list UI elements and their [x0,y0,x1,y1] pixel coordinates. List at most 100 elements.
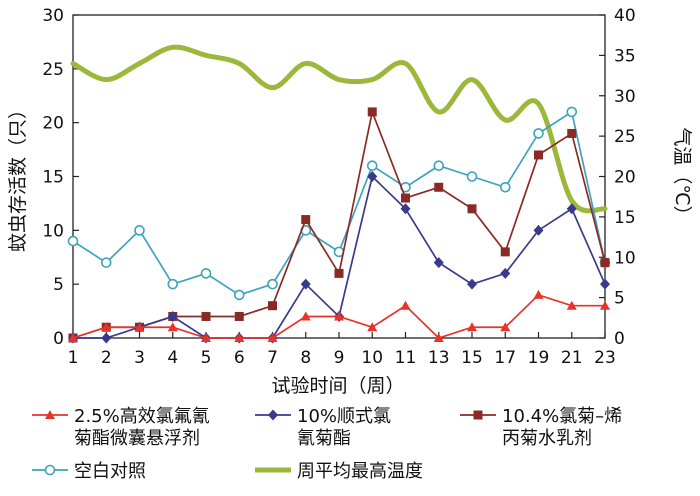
series-line [70,44,608,214]
y-right-tick-label: 40 [614,6,636,26]
legend-label: 10.4%氯菊–烯 [502,406,622,427]
data-point [201,311,211,321]
legend-label: 菊酯微囊悬浮剂 [74,428,200,449]
data-point [334,311,344,321]
legend-label: 空白对照 [74,461,146,482]
data-point [433,257,444,269]
y-right-tick-label: 30 [614,87,636,107]
data-point [600,278,610,290]
legend-label: 丙菊水乳剂 [502,428,592,449]
data-point [134,322,145,332]
data-point [433,160,445,172]
y-right-tick-label: 35 [614,46,636,66]
data-point [533,289,544,299]
legend-swatch-marker [473,410,483,420]
data-point [268,301,277,311]
data-point [433,333,444,342]
y-right-tick-label: 25 [614,127,636,147]
series-0 [68,289,610,342]
y-left-tick-label: 10 [42,221,64,241]
x-tick-label: 13 [428,348,450,368]
plot-frame [72,14,606,339]
data-point [367,107,377,117]
data-point [68,333,78,342]
x-tick-label: 7 [267,348,278,368]
data-point [566,106,578,118]
data-point [500,322,511,332]
series-2 [68,107,610,343]
data-point [167,310,178,322]
x-tick-label: 15 [461,348,483,368]
data-point [533,128,544,139]
y-left-tick-label: 25 [42,60,64,80]
data-point [167,322,178,332]
data-point [466,171,478,182]
x-tick-label: 3 [134,348,145,368]
x-tick-label: 6 [234,348,245,368]
legend-label: 周平均最高温度 [297,461,423,482]
y-left-tick-label: 0 [53,329,64,349]
y-axis-left-title: 蚊虫存活数（只） [7,100,29,252]
data-point [300,311,311,321]
data-point [434,182,444,192]
x-tick-label: 10 [361,348,383,368]
y-right-tick-label: 10 [614,248,636,268]
data-point [566,300,577,310]
data-point [167,278,179,290]
data-point [367,171,378,182]
data-point [367,322,378,332]
data-point [301,215,311,225]
data-point [467,322,477,332]
data-point [300,278,311,290]
data-point [500,247,510,257]
data-point [567,128,577,138]
data-point [499,181,511,193]
y-left-tick-label: 30 [42,6,64,26]
data-point [201,333,211,342]
series-line [72,110,606,296]
x-tick-label: 17 [494,348,516,368]
x-tick-label: 4 [167,348,178,368]
data-point [401,193,410,203]
legend-label: 10%顺式氯 [297,406,391,427]
data-point [100,257,112,268]
x-tick-label: 9 [334,348,345,368]
data-point [101,322,112,332]
legend-swatch-marker [44,464,56,476]
legend-label: 氰菊酯 [297,428,351,449]
data-point [234,311,244,321]
data-point [467,278,477,290]
legend-item-3: 空白对照 [32,461,146,482]
legend-label: 2.5%高效氯氟氰 [74,406,210,427]
y-left-tick-label: 5 [53,275,64,295]
x-tick-label: 19 [528,348,550,368]
legend-item-4: 周平均最高温度 [255,461,423,482]
y-left-tick-label: 15 [42,168,64,188]
x-tick-label: 21 [561,348,583,368]
data-point [534,150,543,160]
x-tick-label: 5 [201,348,212,368]
x-tick-label: 23 [594,348,616,368]
data-point [366,160,378,172]
x-tick-label: 8 [300,348,311,368]
data-point [400,203,411,215]
y-axis-right-title: 气温（℃） [671,127,693,224]
data-point [334,268,344,278]
data-point [134,225,145,236]
legend-swatch-marker [268,409,278,421]
data-point [67,235,79,247]
y-right-tick-label: 5 [614,289,625,309]
data-point [234,333,245,342]
x-tick-label: 11 [395,348,417,368]
data-point [533,224,544,236]
data-point [101,332,112,344]
series-layer [67,44,611,344]
x-tick-label: 2 [101,348,112,368]
legend-swatch-marker [45,410,55,419]
